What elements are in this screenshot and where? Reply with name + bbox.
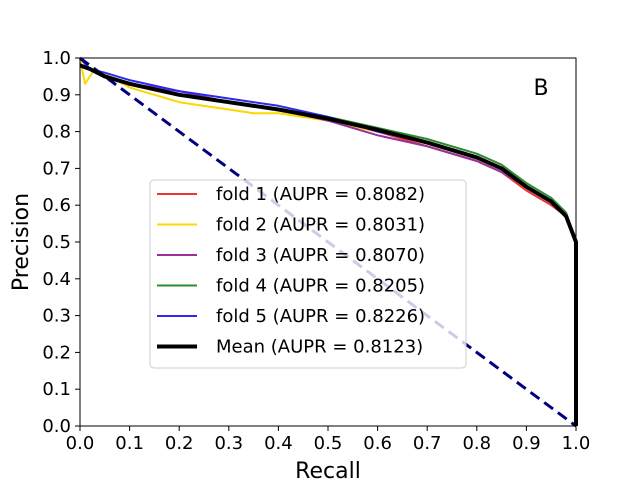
x-tick-label: 0.3 [214,433,243,454]
x-tick-label: 0.8 [462,433,491,454]
legend-label: fold 1 (AUPR = 0.8082) [216,184,425,205]
x-tick-label: 0.2 [165,433,194,454]
y-tick-label: 0.1 [42,379,71,400]
legend: fold 1 (AUPR = 0.8082) fold 2 (AUPR = 0.8… [149,179,467,369]
legend-label: fold 4 (AUPR = 0.8205) [216,276,425,297]
y-tick-label: 1.0 [42,48,71,69]
y-tick-label: 0.2 [42,342,71,363]
legend-label: fold 2 (AUPR = 0.8031) [216,215,425,236]
x-tick-label: 0.5 [314,433,343,454]
x-tick-label: 0.7 [413,433,442,454]
x-axis-title: Recall [295,459,361,480]
x-tick-label: 0.1 [115,433,144,454]
y-tick-label: 0.8 [42,122,71,143]
x-tick-label: 0.0 [66,433,95,454]
y-tick-label: 0.3 [42,306,71,327]
series-line-mean [79,63,578,426]
y-tick-label: 0.7 [42,158,71,179]
legend-box [149,179,467,369]
ticks-layer: 0.0 0.1 0.2 0.3 0.4 0.5 0.6 0.7 0.8 0.9 1.0 0.0 0.1 0… [42,48,590,454]
y-tick-label: 0.4 [42,269,71,290]
x-tick-label: 0.4 [264,433,293,454]
y-tick-label: 0.5 [42,232,71,253]
legend-label: Mean (AUPR = 0.8123) [216,337,423,358]
y-tick-label: 0.6 [42,195,71,216]
y-axis-title: Precision [9,193,34,291]
y-tick-label: 0.9 [42,85,71,106]
x-tick-label: 0.6 [363,433,392,454]
legend-label: fold 3 (AUPR = 0.8070) [216,245,425,266]
y-tick-label: 0.0 [42,416,71,437]
x-tick-label: 0.9 [512,433,541,454]
x-tick-label: 1.0 [562,433,591,454]
legend-label: fold 5 (AUPR = 0.8226) [216,306,425,327]
panel-label: B [533,76,548,101]
